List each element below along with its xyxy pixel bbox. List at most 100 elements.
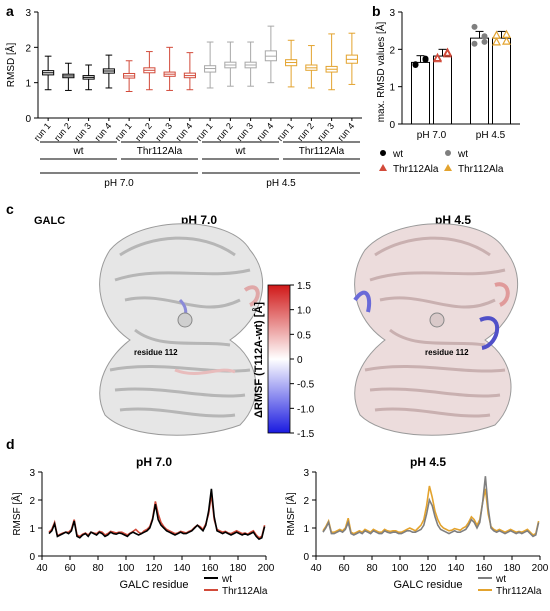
legend-marker: [379, 164, 387, 171]
data-point: [442, 49, 453, 58]
legend-marker: [445, 150, 451, 156]
x-tick-label: 60: [338, 563, 350, 574]
chart-title: pH 7.0: [136, 455, 172, 469]
data-point: [491, 30, 502, 39]
x-tick-label: 40: [36, 563, 48, 574]
colorbar-tick-label: -1.5: [297, 429, 315, 440]
ph-label: pH 4.5: [266, 178, 296, 189]
x-tick-label: 180: [504, 563, 521, 574]
structure-panel: GALC pH 7.0 pH 4.5 residue 112 residue 1…: [34, 213, 519, 440]
y-tick-label: 3: [25, 8, 31, 19]
bar: [411, 61, 430, 125]
x-tick-label: pH 4.5: [476, 130, 506, 141]
data-point: [422, 55, 429, 62]
bar: [492, 37, 511, 125]
y-tick-label: 0: [29, 552, 35, 563]
y-tick-label: 2: [25, 43, 31, 54]
x-tick-label: run 2: [214, 121, 235, 143]
x-tick-label: 100: [392, 563, 409, 574]
x-tick-label: 200: [258, 563, 275, 574]
data-point: [412, 62, 419, 69]
data-point: [442, 47, 453, 56]
group-label: wt: [73, 146, 84, 157]
legend-label: wt: [392, 149, 403, 160]
colorbar-tick-label: -0.5: [297, 380, 315, 391]
x-tick-label: run 1: [113, 121, 134, 143]
x-tick-label: 160: [476, 563, 493, 574]
x-tick-label: run 1: [275, 121, 296, 143]
panel-letter-c: c: [6, 201, 14, 217]
x-tick-label: 160: [202, 563, 219, 574]
protein-structure-ph45: residue 112: [353, 223, 519, 436]
y-axis-label: RMSD [Å]: [4, 43, 17, 88]
x-tick-label: 180: [230, 563, 247, 574]
legend-marker: [380, 150, 386, 156]
x-tick-label: run 2: [133, 121, 154, 143]
y-tick-label: 0: [303, 552, 309, 563]
data-point: [481, 38, 488, 45]
y-tick-label: 1: [389, 83, 395, 94]
x-tick-label: run 3: [234, 121, 255, 143]
x-tick-label: 80: [366, 563, 378, 574]
x-axis-label: GALC residue: [393, 579, 462, 591]
x-tick-label: run 1: [194, 121, 215, 143]
ph-label: pH 7.0: [104, 178, 134, 189]
legend-label: wt: [457, 149, 468, 160]
residue-label-ph7: residue 112: [134, 348, 178, 357]
x-tick-label: run 3: [315, 121, 336, 143]
y-tick-label: 1: [29, 524, 35, 535]
panel-letter-a: a: [6, 3, 14, 19]
legend-label: Thr112Ala: [222, 586, 268, 597]
legend-marker: [444, 164, 452, 171]
y-tick-label: 3: [29, 468, 35, 479]
legend-label: wt: [221, 574, 232, 585]
data-point: [491, 37, 502, 46]
chart-title: pH 4.5: [410, 455, 446, 469]
colorbar-ticks: 1.5 1.0 0.5 0 -0.5 -1.0 -1.5: [290, 281, 315, 440]
y-tick-label: 0: [389, 120, 395, 131]
panel-letter-d: d: [6, 436, 15, 452]
x-tick-label: 100: [118, 563, 135, 574]
y-tick-label: 2: [303, 496, 309, 507]
legend-label: Thr112Ala: [458, 164, 504, 175]
group-label: wt: [235, 146, 246, 157]
x-tick-label: run 3: [72, 121, 93, 143]
x-tick-label: pH 7.0: [417, 130, 447, 141]
bar: [470, 37, 489, 125]
colorbar-tick-label: 0: [297, 355, 303, 366]
legend-label: wt: [495, 574, 506, 585]
series-line: [322, 485, 540, 536]
x-tick-label: run 2: [52, 121, 73, 143]
rmsf-chart-ph45: pH 4.5 0 1 2 3 40 60 80 100 120 140 160 180 200 GALC r…: [284, 455, 549, 597]
y-tick-label: 0: [25, 114, 31, 125]
x-tick-label: run 4: [174, 121, 195, 143]
x-tick-label: 200: [532, 563, 549, 574]
y-tick-label: 2: [389, 45, 395, 56]
y-axis-label: RMSF [Å]: [10, 492, 23, 536]
data-point: [501, 36, 512, 45]
colorbar-tick-label: 0.5: [297, 330, 311, 341]
legend-label: Thr112Ala: [496, 586, 542, 597]
x-tick-label: run 4: [93, 121, 114, 143]
y-tick-label: 3: [303, 468, 309, 479]
x-tick-label: 140: [448, 563, 465, 574]
colorbar-tick-label: -1.0: [297, 404, 315, 415]
series-line: [48, 488, 266, 541]
group-label: Thr112Ala: [137, 146, 183, 157]
legend-label: Thr112Ala: [393, 164, 439, 175]
y-tick-label: 2: [29, 496, 35, 507]
y-axis-label: RMSF [Å]: [284, 492, 297, 536]
x-tick-label: run 3: [153, 121, 174, 143]
series-line: [322, 476, 540, 538]
x-tick-label: run 2: [295, 121, 316, 143]
panel-letter-b: b: [372, 3, 381, 19]
colorbar-tick-label: 1.0: [297, 306, 311, 317]
bar: [433, 55, 452, 125]
protein-structure-ph7: residue 112: [99, 223, 264, 436]
rmsf-chart-ph7: pH 7.0 0 1 2 3 40 60 80 100 120 140 160 180 200 GALC r…: [10, 455, 275, 597]
data-point: [432, 52, 443, 62]
y-axis-label: max. RMSD values [Å]: [374, 21, 387, 122]
colorbar: [267, 284, 291, 434]
y-tick-label: 3: [389, 8, 395, 19]
